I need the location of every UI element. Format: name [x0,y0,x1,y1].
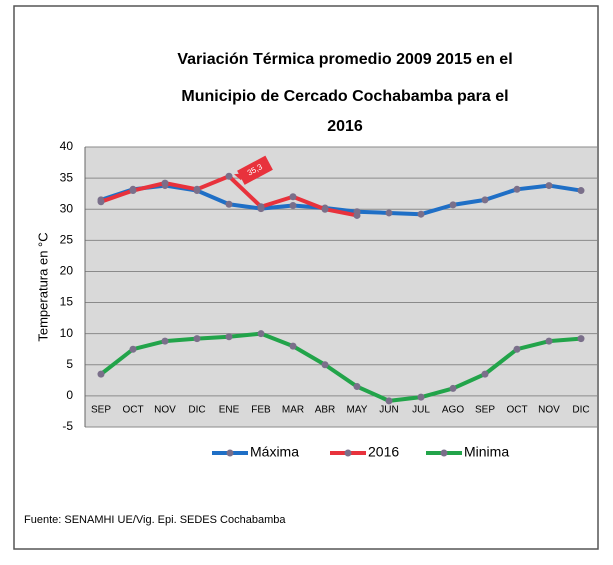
legend-marker [440,449,448,457]
point [353,211,361,219]
plot-area [85,147,597,427]
point [161,337,169,345]
x-tick-label: JUL [412,405,430,416]
point [481,370,489,378]
y-tick-label: 15 [60,295,74,309]
y-tick-label: -5 [62,419,73,433]
point [97,198,105,206]
label-tag [237,155,273,185]
point [417,393,425,401]
legend-label: 2016 [368,444,399,460]
x-tick-label: MAR [282,405,304,416]
x-tick-label: ENE [219,405,240,416]
legend-label: Minima [464,444,509,460]
source: Fuente: SENAMHI UE/Vig. Epi. SEDES Cocha… [24,514,286,526]
x-tick-label: NOV [154,405,176,416]
x-tick-label: JUN [379,405,398,416]
point [289,193,297,201]
point [417,210,425,218]
point [321,205,329,213]
point [545,182,553,190]
point [449,201,457,209]
point [513,185,521,193]
point [161,179,169,187]
point [321,361,329,369]
point [449,384,457,392]
point [289,201,297,209]
point [385,397,393,405]
point [289,342,297,350]
legend-marker [344,449,352,457]
x-tick-label: AGO [442,405,464,416]
point [129,345,137,353]
value-label: 35,3 [237,155,273,185]
point [385,209,393,217]
x-tick-label: NOV [538,405,560,416]
series-line [99,331,582,403]
x-tick-label: DIC [188,405,205,416]
x-tick-label: SEP [91,405,111,416]
legend-marker [226,449,234,457]
point [513,345,521,353]
chart-title: Variación Térmica promedio 2009 2015 en … [177,51,512,68]
x-tick-label: FEB [251,405,271,416]
y-tick-label: 20 [60,264,74,278]
x-tick-label: MAY [347,405,368,416]
x-tick-label: OCT [506,405,527,416]
point [97,370,105,378]
y-tick-label: 5 [66,357,73,371]
point [225,333,233,341]
x-tick-label: DIC [572,405,589,416]
point [481,196,489,204]
y-tick-label: 40 [60,139,74,153]
chart-title: Municipio de Cercado Cochabamba para el [181,88,508,105]
y-tick-label: 30 [60,201,74,215]
point [129,187,137,195]
legend-label: Máxima [250,444,299,460]
y-tick-label: 0 [66,388,73,402]
chart-title: 2016 [327,118,363,135]
point [225,200,233,208]
point [577,187,585,195]
point [577,335,585,343]
point [257,330,265,338]
y-tick-label: 25 [60,233,74,247]
x-tick-label: ABR [315,405,336,416]
x-tick-label: OCT [122,405,143,416]
label-arrow [234,173,244,181]
point [353,383,361,391]
point [225,172,233,180]
point [193,185,201,193]
point [193,335,201,343]
point [257,203,265,211]
y-tick-label: 10 [60,326,74,340]
x-tick-label: SEP [475,405,495,416]
y-axis-label: Temperatura en °C [35,232,50,341]
y-tick-label: 35 [60,170,74,184]
point [545,337,553,345]
